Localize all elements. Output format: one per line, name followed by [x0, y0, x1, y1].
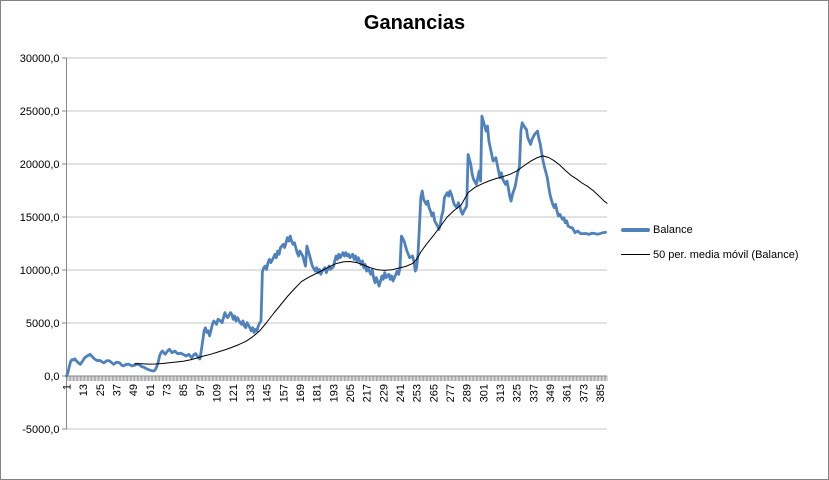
x-axis-label: 181 [312, 384, 324, 402]
x-axis-label: 49 [128, 384, 140, 396]
legend-item-moving-average: 50 per. media móvil (Balance) [621, 246, 799, 263]
y-axis-label: 30000,0 [20, 53, 60, 65]
x-axis-label: 217 [362, 384, 374, 402]
x-axis-label: 145 [262, 384, 274, 402]
x-axis-label: 349 [545, 384, 557, 402]
x-axis-label: 229 [378, 384, 390, 402]
x-axis-label: 205 [345, 384, 357, 402]
x-axis-label: 253 [412, 384, 424, 402]
y-axis-label: 25000,0 [20, 106, 60, 118]
y-axis-label: 20000,0 [20, 159, 60, 171]
chart-title: Ganancias [363, 12, 466, 34]
x-axis-label: 85 [178, 384, 190, 396]
legend-line-sample-moving-average [621, 254, 650, 255]
y-axis-label: -5000,0 [22, 424, 59, 436]
legend-label-balance: Balance [653, 223, 693, 236]
y-axis-label: 5000,0 [26, 318, 60, 330]
x-axis-label: 373 [578, 384, 590, 402]
balance-series-line [65, 114, 607, 378]
moving-average-line [134, 155, 608, 365]
legend-line-sample-balance [621, 227, 650, 232]
x-axis-label: 1 [62, 384, 74, 390]
x-axis-label: 157 [278, 384, 290, 402]
legend-label-moving-average: 50 per. media móvil (Balance) [653, 248, 799, 261]
x-axis-label: 277 [445, 384, 457, 402]
x-axis-label: 73 [162, 384, 174, 396]
x-axis-label: 25 [95, 384, 107, 396]
x-axis-label: 265 [428, 384, 440, 402]
y-axis-label: 15000,0 [20, 212, 60, 224]
x-axis-label: 361 [562, 384, 574, 402]
legend: Balance 50 per. media móvil (Balance) [621, 221, 799, 271]
x-axis-label: 169 [295, 384, 307, 402]
y-axis-label: 0,0 [44, 371, 59, 383]
x-axis-label: 241 [395, 384, 407, 402]
x-axis-label: 121 [228, 384, 240, 402]
legend-item-balance: Balance [621, 221, 799, 238]
x-axis-label: 97 [195, 384, 207, 396]
x-axis-label: 385 [595, 384, 607, 402]
y-axis-label: 10000,0 [20, 265, 60, 277]
x-axis-label: 193 [328, 384, 340, 402]
x-axis-label: 301 [478, 384, 490, 402]
x-axis-label: 61 [145, 384, 157, 396]
x-axis-label: 37 [112, 384, 124, 396]
x-axis-label: 289 [462, 384, 474, 402]
x-axis-label: 325 [512, 384, 524, 402]
x-axis-label: 133 [245, 384, 257, 402]
x-axis-label: 313 [495, 384, 507, 402]
x-axis-label: 337 [528, 384, 540, 402]
x-axis-label: 109 [212, 384, 224, 402]
x-axis-label: 13 [78, 384, 90, 396]
